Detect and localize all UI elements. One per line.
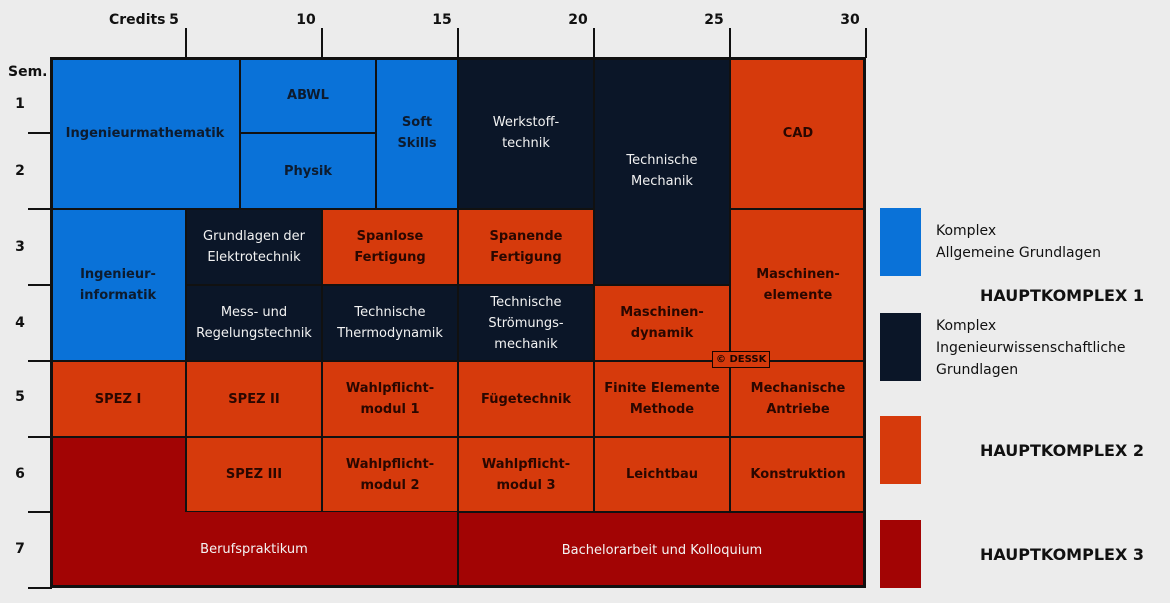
semester-tick (28, 284, 52, 286)
hauptkomplex-2-label: HAUPTKOMPLEX 2 (979, 441, 1144, 460)
module-physik: Physik (240, 133, 376, 209)
semester-tick (28, 208, 52, 210)
module-grid: Ingenieurmathematik ABWL Physik Soft Skills… (50, 57, 866, 588)
module-bachelorarbeit-und-kolloquium: Bachelorarbeit und Kolloquium (458, 512, 866, 588)
module-berufspraktikum: Berufspraktikum (50, 512, 458, 588)
semester-label: 6 (15, 466, 25, 482)
legend-swatch-hauptkomplex-3 (880, 520, 921, 588)
semester-tick (28, 436, 52, 438)
hauptkomplex-3-label: HAUPTKOMPLEX 3 (979, 545, 1144, 564)
module-wahlpflicht-modul-3: Wahlpflicht- modul 3 (458, 437, 594, 512)
legend-label-ingenieurwissenschaftliche-grundlagen: Komplex Ingenieurwissenschaftliche Grund… (936, 318, 1126, 378)
module-finite-elemente-methode: Finite Elemente Methode (594, 361, 730, 437)
module-ingenieurmathematik: Ingenieurmathematik (50, 57, 240, 209)
module-soft-skills: Soft Skills (376, 57, 458, 209)
module-grundlagen-der-elektrotechnik: Grundlagen der Elektrotechnik (186, 209, 322, 285)
module-spanende-fertigung: Spanende Fertigung (458, 209, 594, 285)
module-spez-ii: SPEZ II (186, 361, 322, 437)
semester-tick (28, 587, 52, 589)
module-leichtbau: Leichtbau (594, 437, 730, 512)
module-mess-und-regelungstechnik: Mess- und Regelungstechnik (186, 285, 322, 361)
copyright-stamp: © DESSK (712, 351, 771, 368)
semester-axis-title: Sem. (8, 64, 48, 80)
credit-tick-line (593, 28, 595, 58)
module-spez-i: SPEZ I (50, 361, 186, 437)
module-spanlose-fertigung: Spanlose Fertigung (322, 209, 458, 285)
semester-label: 3 (15, 239, 25, 255)
semester-label: 7 (15, 541, 25, 557)
module-fügetechnik: Fügetechnik (458, 361, 594, 437)
module-cad: CAD (730, 57, 866, 209)
credit-tick-line (865, 28, 867, 58)
semester-label: 1 (15, 96, 25, 112)
module-technische-thermodynamik: Technische Thermodynamik (322, 285, 458, 361)
hauptkomplex-1-label: HAUPTKOMPLEX 1 (979, 286, 1144, 305)
module-wahlpflicht-modul-1: Wahlpflicht- modul 1 (322, 361, 458, 437)
module-technische-mechanik: Technische Mechanik (594, 57, 730, 285)
credit-tick-label: 5 (169, 12, 179, 28)
legend-label-allgemeine-grundlagen: Komplex Allgemeine Grundlagen (936, 223, 1102, 261)
credit-tick-label: 10 (296, 12, 316, 28)
credit-tick-line (457, 28, 459, 58)
credit-tick-label: 20 (568, 12, 588, 28)
legend-swatch-ingenieurwissenschaftliche-grundlagen (880, 313, 921, 381)
module-wahlpflicht-modul-2: Wahlpflicht- modul 2 (322, 437, 458, 512)
semester-label: 5 (15, 389, 25, 405)
module-maschinen-dynamik: Maschinen- dynamik (594, 285, 730, 361)
semester-label: 4 (15, 315, 25, 331)
semester-label: 2 (15, 163, 25, 179)
module-technische-strömungs-mechanik: Technische Strömungs- mechanik (458, 285, 594, 361)
module-spez-iii: SPEZ III (186, 437, 322, 512)
credit-tick-label: 15 (432, 12, 452, 28)
semester-tick (28, 511, 52, 513)
credit-tick-line (729, 28, 731, 58)
credit-tick-line (321, 28, 323, 58)
credit-tick-label: 25 (704, 12, 724, 28)
semester-tick (28, 132, 52, 134)
semester-tick (28, 360, 52, 362)
credit-tick-label: 30 (840, 12, 860, 28)
legend-swatch-allgemeine-grundlagen (880, 208, 921, 276)
module-werkstoff-technik: Werkstoff- technik (458, 57, 594, 209)
credits-axis-title: Credits (109, 12, 166, 28)
credit-tick-line (185, 28, 187, 58)
module-konstruktion: Konstruktion (730, 437, 866, 512)
module-mechanische-antriebe: Mechanische Antriebe (730, 361, 866, 437)
legend-swatch-hauptkomplex-2 (880, 416, 921, 484)
module-abwl: ABWL (240, 57, 376, 133)
module-ingenieur-informatik: Ingenieur- informatik (50, 209, 186, 361)
berufspraktikum-extension (50, 437, 186, 512)
module-maschinen-elemente: Maschinen- elemente (730, 209, 866, 361)
